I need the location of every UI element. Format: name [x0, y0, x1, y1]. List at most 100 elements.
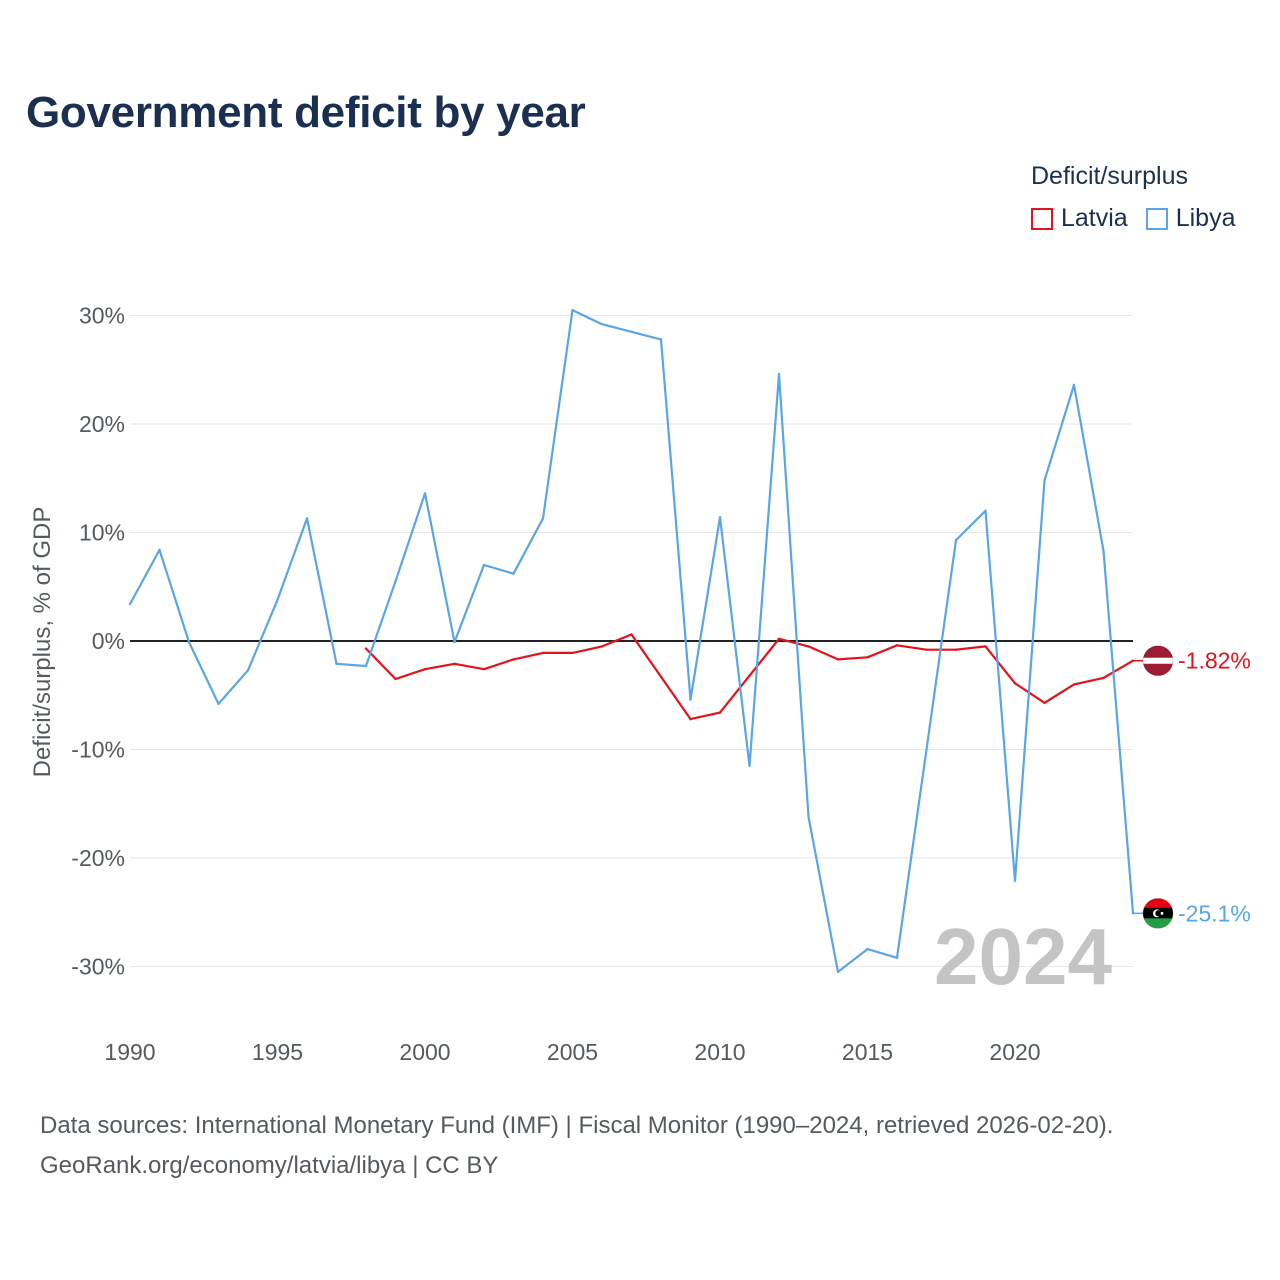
- data-point-latvia: [777, 637, 781, 641]
- legend-label-latvia: Latvia: [1061, 204, 1128, 232]
- data-point-libya: [836, 970, 840, 974]
- flag-stripe-bottom: [1143, 918, 1173, 929]
- y-tick-label: 0%: [92, 628, 125, 654]
- legend-item-libya[interactable]: Libya: [1145, 204, 1236, 233]
- data-point-libya: [1013, 879, 1017, 882]
- flag-body: [1143, 645, 1173, 676]
- data-point-latvia: [1102, 676, 1105, 680]
- data-point-libya: [394, 580, 397, 583]
- data-point-libya: [718, 516, 722, 519]
- y-tick-label: -10%: [71, 737, 125, 763]
- data-point-libya: [482, 563, 486, 567]
- data-point-libya: [128, 602, 132, 606]
- data-point-libya: [895, 956, 899, 960]
- data-point-latvia: [1013, 682, 1017, 685]
- data-point-libya: [187, 640, 191, 644]
- data-point-latvia: [1043, 701, 1046, 705]
- x-tick-label: 1990: [104, 1039, 155, 1065]
- chart-title: Government deficit by year: [26, 88, 586, 137]
- data-point-latvia: [423, 668, 427, 671]
- data-point-libya: [984, 509, 987, 512]
- data-point-latvia: [394, 677, 397, 681]
- data-point-latvia: [807, 645, 810, 648]
- y-axis-label: Deficit/surplus, % of GDP: [29, 507, 56, 778]
- data-point-latvia: [630, 633, 633, 636]
- x-tick-label: 2020: [989, 1039, 1040, 1065]
- grid-layer: [130, 315, 1133, 967]
- data-point-libya: [305, 517, 309, 520]
- legend: Latvia Libya: [1031, 204, 1253, 233]
- data-point-libya: [217, 702, 220, 706]
- data-point-libya: [600, 322, 604, 326]
- x-tick-label: 1995: [252, 1039, 303, 1065]
- end-value-label-libya: -25.1%: [1178, 900, 1251, 926]
- data-point-latvia: [718, 711, 722, 714]
- data-point-libya: [423, 492, 427, 495]
- data-point-libya: [689, 698, 692, 701]
- data-point-latvia: [984, 645, 987, 648]
- flag-stripe-top: [1143, 898, 1173, 909]
- data-point-latvia: [659, 675, 663, 679]
- data-point-latvia: [895, 644, 899, 647]
- x-tick-label: 2000: [399, 1039, 450, 1065]
- data-point-libya: [512, 572, 515, 575]
- data-point-latvia: [836, 658, 840, 661]
- flag-icon-latvia: [1142, 645, 1174, 677]
- data-point-libya: [659, 338, 663, 341]
- footer: Data sources: International Monetary Fun…: [40, 1106, 1113, 1186]
- data-point-latvia: [748, 674, 751, 677]
- data-point-libya: [453, 640, 456, 644]
- legend-title: Deficit/surplus: [1031, 162, 1188, 190]
- data-point-libya: [1102, 549, 1105, 553]
- data-point-libya: [1043, 479, 1046, 482]
- data-point-latvia: [866, 656, 869, 659]
- x-tick-label: 2010: [694, 1039, 745, 1065]
- credit-link[interactable]: GeoRank.org/economy/latvia/libya | CC BY: [40, 1152, 499, 1179]
- flag-outline: [1142, 645, 1174, 677]
- data-point-latvia: [1072, 683, 1076, 686]
- data-point-libya: [925, 748, 928, 751]
- data-point-libya: [807, 815, 810, 818]
- legend-swatch-latvia: [1031, 207, 1053, 230]
- data-point-libya: [777, 372, 781, 376]
- data-point-libya: [571, 308, 574, 312]
- y-tick-label: 30%: [79, 303, 125, 329]
- flag-crescent-inner: [1155, 910, 1162, 917]
- data-point-latvia: [689, 717, 692, 721]
- data-point-latvia: [925, 648, 928, 651]
- data-point-libya: [866, 947, 869, 951]
- data-point-latvia: [512, 658, 515, 661]
- data-point-latvia: [364, 647, 368, 650]
- data-point-latvia: [571, 651, 574, 655]
- data-point-libya: [246, 669, 250, 672]
- y-tick-label: -20%: [71, 845, 125, 871]
- y-tick-label: 10%: [79, 520, 125, 546]
- flag-star: [1160, 911, 1164, 915]
- flag-stripe-middle: [1143, 657, 1173, 664]
- data-point-latvia: [482, 668, 486, 671]
- series-layer: -1.82% -25.1%: [128, 308, 1251, 974]
- legend-label-libya: Libya: [1175, 204, 1236, 232]
- data-point-latvia: [453, 662, 456, 665]
- flag-icon-libya: [1142, 897, 1174, 929]
- year-watermark: 2024: [934, 912, 1112, 1001]
- flag-outline: [1142, 897, 1174, 929]
- x-tick-label: 2005: [547, 1039, 598, 1065]
- data-point-libya: [276, 598, 279, 601]
- data-point-libya: [630, 330, 633, 333]
- data-point-libya: [364, 664, 368, 668]
- data-point-latvia: [600, 645, 604, 648]
- y-tick-label: 20%: [79, 411, 125, 437]
- data-point-libya: [954, 538, 958, 542]
- data-point-libya: [335, 662, 338, 665]
- y-tick-label: -30%: [71, 954, 125, 980]
- line-chart: 30% 20% 10% 0% -10% -20% -30% 1990 1995 2000 2005 2…: [29, 303, 1251, 1066]
- legend-item-latvia[interactable]: Latvia: [1031, 204, 1128, 233]
- axis-layer: 30% 20% 10% 0% -10% -20% -30% 1990 1995 2000 2005 2…: [71, 303, 1133, 1065]
- data-point-libya: [1072, 383, 1076, 387]
- legend-swatch-libya: [1145, 207, 1168, 230]
- data-point-libya: [748, 764, 751, 767]
- data-sources: Data sources: International Monetary Fun…: [40, 1112, 1114, 1139]
- data-point-libya: [541, 517, 545, 520]
- end-value-label-latvia: -1.82%: [1178, 648, 1251, 674]
